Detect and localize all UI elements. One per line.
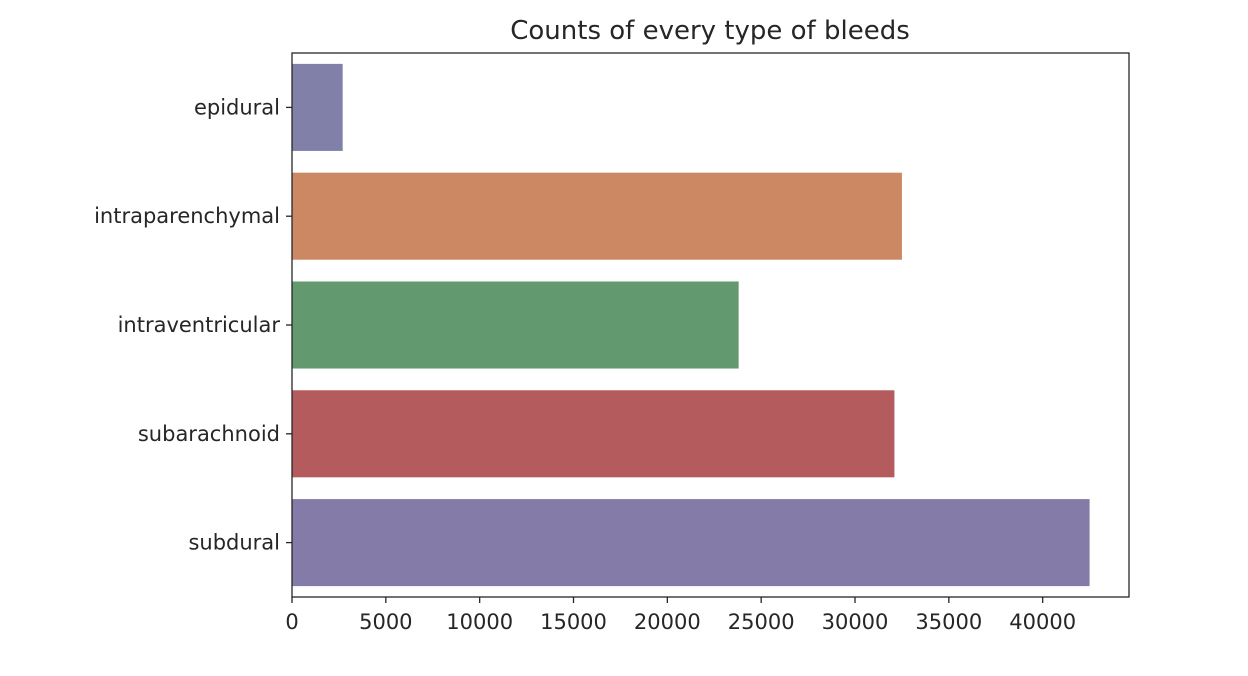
bar-epidural [292, 63, 343, 151]
x-tick-label: 30000 [822, 610, 889, 634]
x-tick-label: 35000 [915, 610, 982, 634]
x-tick-label: 10000 [446, 610, 513, 634]
x-tick-label: 20000 [634, 610, 701, 634]
bar-intraparenchymal [292, 172, 902, 260]
x-tick-label: 5000 [359, 610, 412, 634]
bar-subarachnoid [292, 390, 895, 478]
y-tick-label: subarachnoid [138, 422, 280, 446]
x-axis-ticks: 0 5000 10000 15000 20000 25000 30000 35000 40000 [285, 597, 1076, 634]
y-tick-label: intraventricular [118, 313, 281, 337]
chart-title: Counts of every type of bleeds [510, 16, 910, 46]
y-tick-label: subdural [188, 531, 280, 555]
plot-frame [291, 52, 1130, 598]
bars-group [292, 63, 1090, 587]
y-tick-label: epidural [194, 95, 280, 119]
y-tick-label: intraparenchymal [94, 204, 280, 228]
x-tick-label: 15000 [540, 610, 607, 634]
x-tick-label: 25000 [728, 610, 795, 634]
x-tick-label: 0 [285, 610, 298, 634]
y-axis-ticks: epidural intraparenchymal intraventricular… [94, 95, 292, 555]
bar-subdural [292, 499, 1090, 587]
x-tick-label: 40000 [1009, 610, 1076, 634]
bar-intraventricular [292, 281, 739, 369]
